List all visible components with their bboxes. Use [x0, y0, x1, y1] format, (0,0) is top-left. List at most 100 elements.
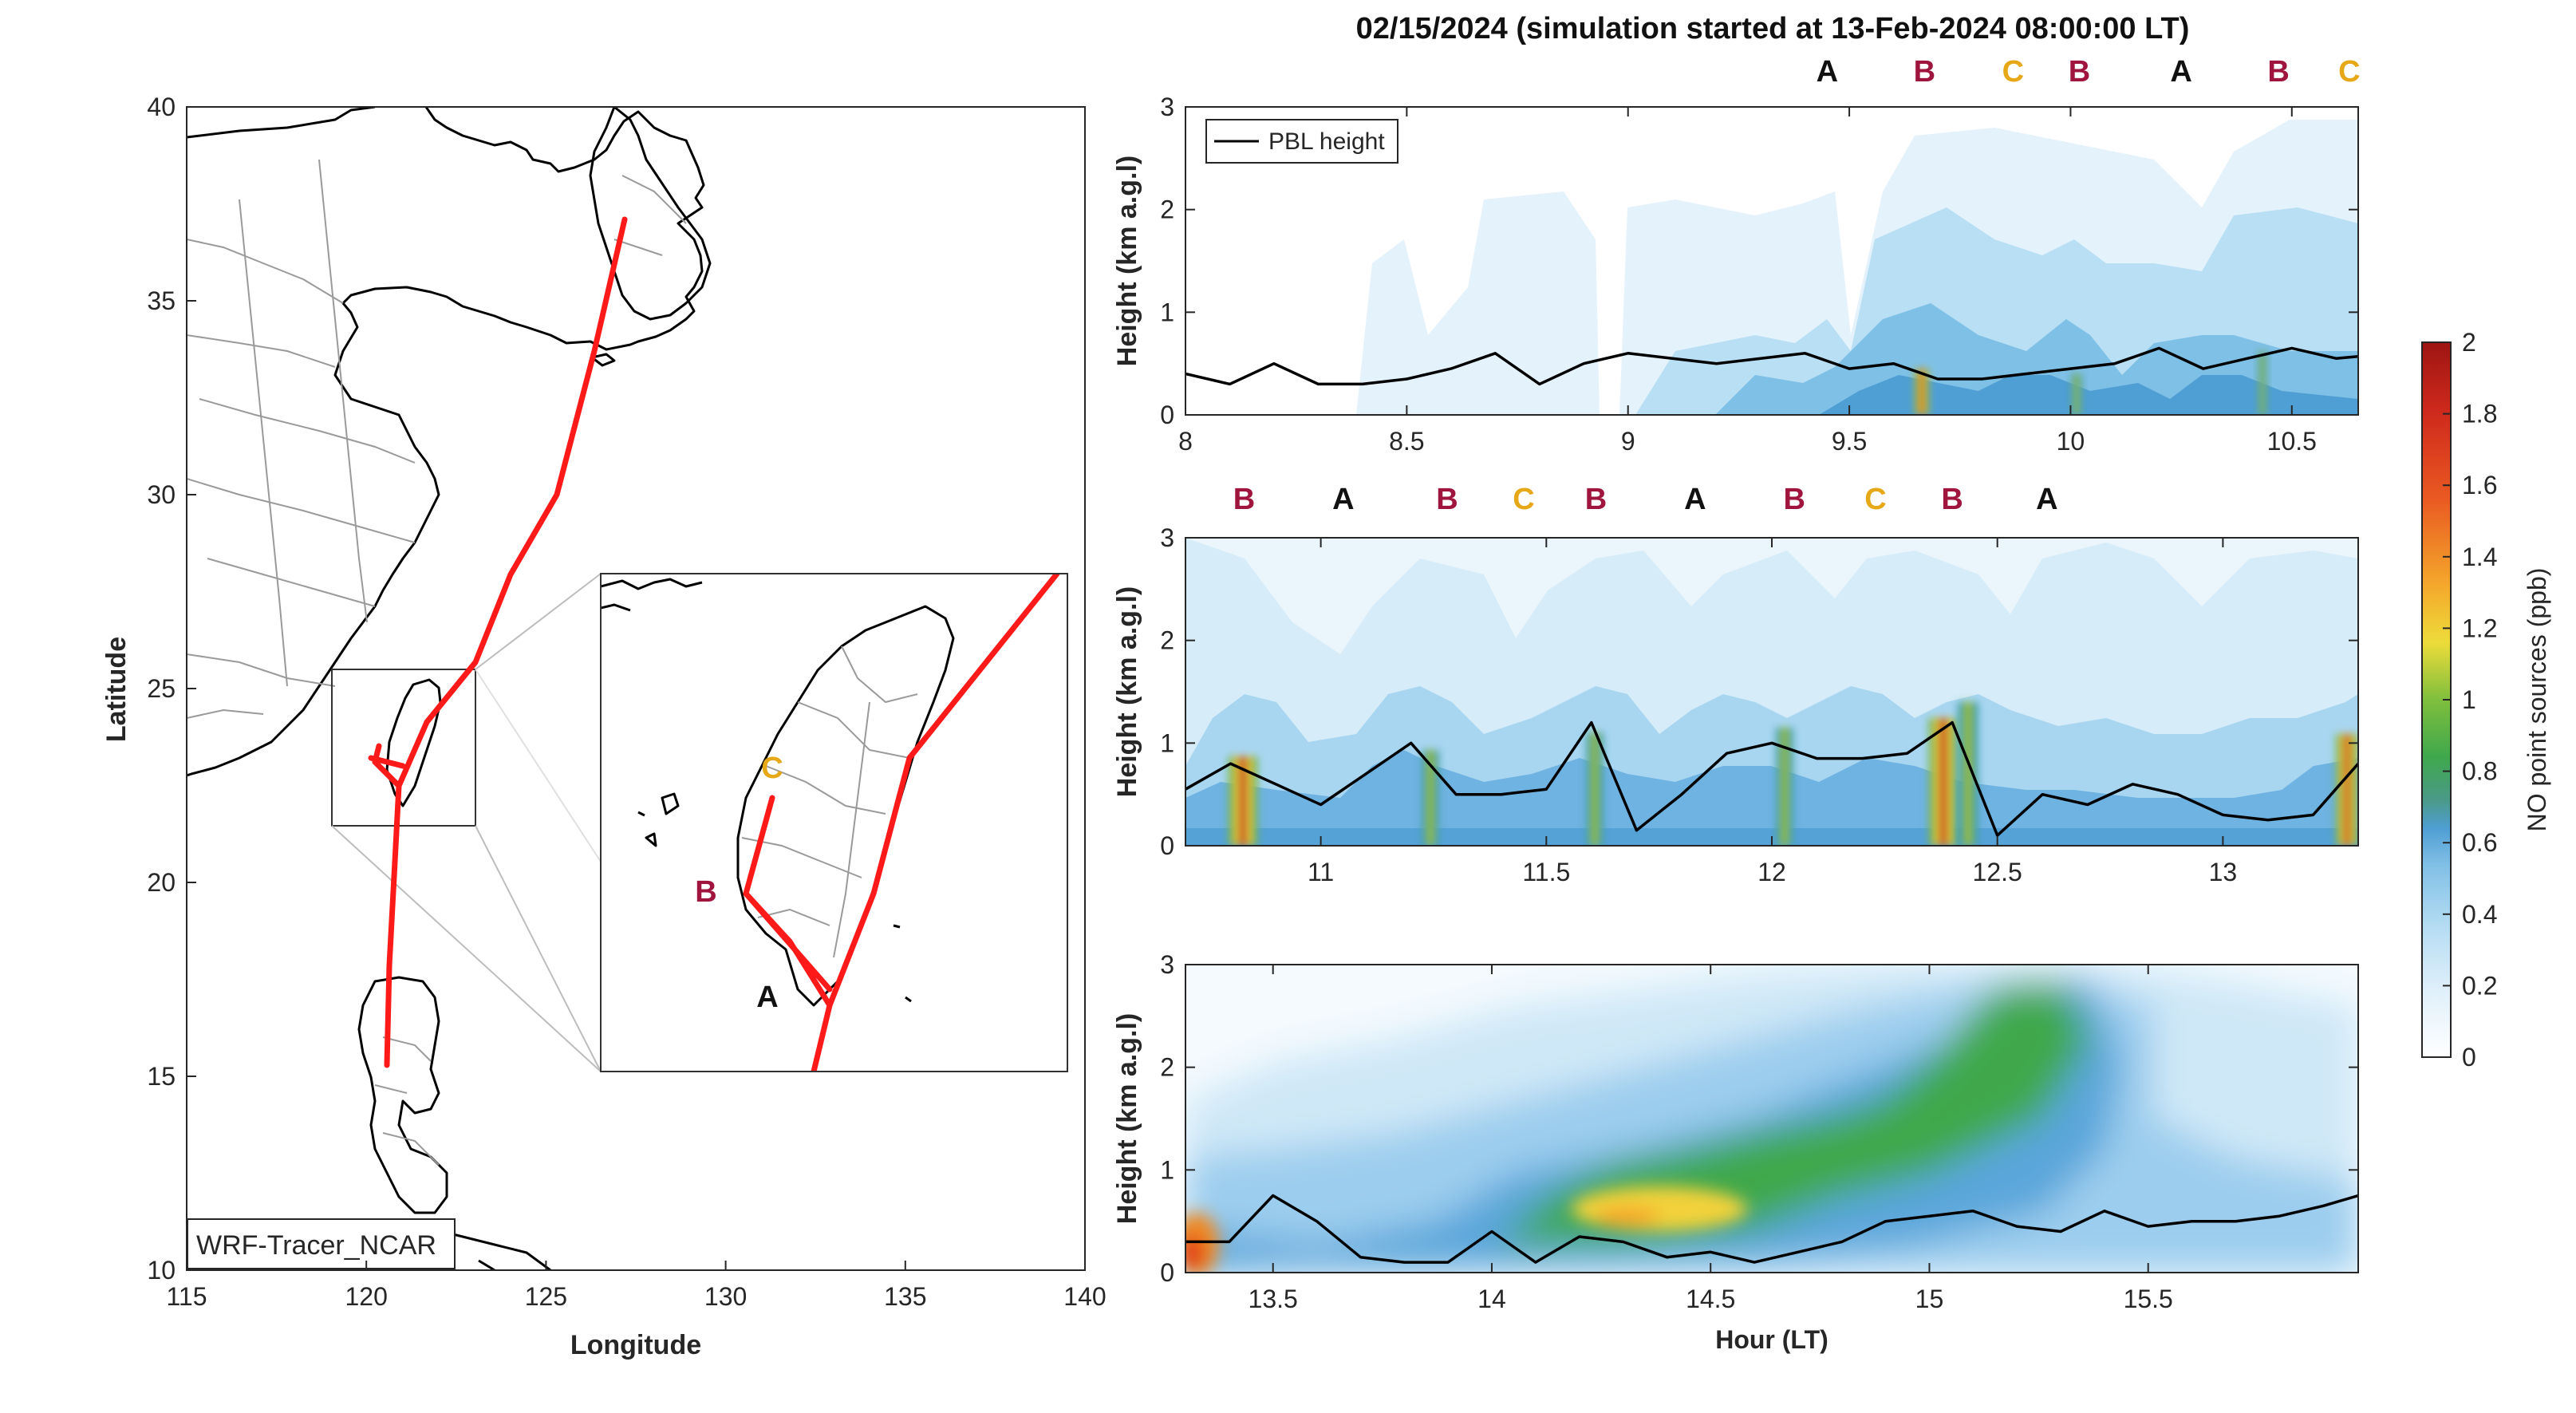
panel3-ytick-label: 3	[1160, 950, 1174, 979]
panel2-ytick-label: 3	[1160, 523, 1174, 552]
colorbar-tick-label: 0.4	[2462, 900, 2497, 929]
panel2-pbl-line	[1185, 720, 2358, 837]
panel2-plume-3	[1586, 732, 1604, 846]
colorbar-tick-label: 1.6	[2462, 471, 2497, 499]
panel1-ytick-label: 0	[1160, 401, 1174, 429]
model-label: WRF-Tracer_NCAR	[196, 1230, 436, 1261]
panel3-ytick-label: 2	[1160, 1053, 1174, 1082]
colorbar-tick-label: 0	[2462, 1043, 2476, 1072]
map-xtick-label: 130	[704, 1282, 747, 1311]
panel3-xtick-label: 15	[1915, 1285, 1944, 1313]
panel1-field-core	[1819, 375, 2358, 415]
colorbar-tick-label: 2	[2462, 328, 2476, 357]
colorbar: 0 0.2 0.4 0.6 0.8 1 1.2 1.4 1.6 1.8 2 NO point sou…	[2421, 328, 2551, 1072]
map-ytick-label: 30	[147, 480, 176, 509]
inset-site-a: A	[756, 981, 778, 1014]
taiwan-coastline	[385, 678, 442, 807]
map-ticks: 115 120 125 130 135 140 10 15 20 25 30 35 40	[147, 93, 1106, 1311]
map-xtick-label: 140	[1063, 1282, 1106, 1311]
panel2-xtick-label: 12	[1757, 858, 1786, 886]
panel2-ytick-label: 2	[1160, 626, 1174, 655]
panel1-ytick-label: 2	[1160, 195, 1174, 224]
panel2-site-marker-b: B	[1585, 483, 1607, 516]
panel2-site-marker-b: B	[1784, 483, 1805, 516]
panel1-xtick-label: 9.5	[1832, 427, 1867, 456]
panel1-xtick-label: 9	[1621, 427, 1635, 456]
province-boundaries	[187, 159, 687, 1166]
colorbar-ticks: 0 0.2 0.4 0.6 0.8 1 1.2 1.4 1.6 1.8 2	[2443, 328, 2497, 1072]
panel1-site-marker-a: A	[2170, 55, 2191, 89]
panel3-ytick-label: 0	[1160, 1258, 1174, 1287]
panel2-xtick-label: 13	[2209, 858, 2238, 886]
panel1-xtick-label: 10	[2057, 427, 2085, 456]
panel2-site-marker-c: C	[1513, 483, 1534, 516]
map-ytick-label: 10	[147, 1256, 176, 1285]
panel1-site-marker-c: C	[2002, 55, 2024, 89]
map-xtick-label: 120	[345, 1282, 388, 1311]
map-ytick-label: 35	[147, 286, 176, 315]
panel2-plume-4	[1776, 728, 1793, 846]
panel-1: 8 8.5 9 9.5 10 10.5 0 1 2 3 A B C B A B C PBL height He…	[1112, 55, 2361, 456]
panel3-pbl-line	[1185, 1194, 2358, 1264]
inset-source-box	[331, 669, 476, 827]
jeju-island	[590, 353, 616, 367]
panel1-xtick-label: 8	[1178, 427, 1193, 456]
panel2-ytick-label: 1	[1160, 728, 1174, 757]
colorbar-tick-label: 0.2	[2462, 971, 2497, 1000]
panel2-plume-5	[1929, 718, 1958, 846]
panel1-site-marker-c: C	[2338, 55, 2360, 89]
panel3-xtick-label: 15.5	[2124, 1285, 2173, 1313]
colorbar-label: NO point sources (ppb)	[2523, 568, 2551, 832]
panel1-xtick-label: 10.5	[2267, 427, 2317, 456]
panel2-site-marker-c: C	[1864, 483, 1886, 516]
flight-track	[368, 216, 628, 1068]
panel1-site-marker-a: A	[1817, 55, 1838, 89]
taiwan-inset: C B A	[600, 573, 1068, 1072]
colorbar-tick-label: 0.6	[2462, 828, 2497, 857]
map-ytick-label: 40	[147, 93, 176, 121]
colorbar-tick-label: 1	[2462, 685, 2476, 714]
map-ytick-label: 15	[147, 1062, 176, 1091]
panel1-site-marker-b: B	[2267, 55, 2289, 89]
figure-title: 02/15/2024 (simulation started at 13-Feb…	[1356, 12, 2190, 45]
panel2-xtick-label: 11	[1308, 858, 1334, 886]
panel2-site-marker-b: B	[1233, 483, 1255, 516]
map-ytick-label: 25	[147, 674, 176, 703]
map-ylabel: Latitude	[101, 637, 132, 742]
panel1-ylabel: Height (km a.g.l)	[1112, 156, 1142, 366]
map-xtick-label: 135	[884, 1282, 926, 1311]
map-xlabel: Longitude	[570, 1330, 701, 1360]
korea-coastline	[589, 107, 712, 321]
panel2-xtick-label: 11.5	[1522, 858, 1570, 886]
map-xtick-label: 115	[166, 1282, 207, 1311]
mainland-coastline	[187, 107, 705, 777]
panel2-ytick-label: 0	[1160, 831, 1174, 860]
colorbar-tick-label: 0.8	[2462, 757, 2497, 786]
colorbar-tick-label: 1.8	[2462, 400, 2497, 428]
inset-site-c: C	[761, 752, 783, 785]
panel1-legend-label: PBL height	[1268, 128, 1385, 155]
panel1-xtick-label: 8.5	[1389, 427, 1424, 456]
panel2-plume-6	[2336, 734, 2358, 846]
panel-3: 13.5 14 14.5 15 15.5 0 1 2 3 Height (km a.g.l) H…	[1112, 950, 2359, 1354]
panel3-xtick-label: 13.5	[1249, 1285, 1298, 1313]
panel2-site-marker-b: B	[1436, 483, 1458, 516]
panel3-ylabel: Height (km a.g.l)	[1112, 1013, 1142, 1224]
map-xtick-label: 125	[525, 1282, 567, 1311]
panel2-site-marker-a: A	[2036, 483, 2057, 516]
inset-flight-track	[743, 574, 1060, 1072]
panel2-plume-1	[1229, 756, 1257, 846]
panel1-ytick-label: 3	[1160, 93, 1174, 121]
panel3-xtick-label: 14.5	[1686, 1285, 1735, 1313]
colorbar-tick-label: 1.4	[2462, 543, 2497, 571]
inset-county-lines	[741, 645, 918, 958]
panel3-xlabel: Hour (LT)	[1715, 1325, 1828, 1354]
colorbar-tick-label: 1.2	[2462, 614, 2497, 642]
panel1-ytick-label: 1	[1160, 298, 1174, 326]
panel1-ticks: 8 8.5 9 9.5 10 10.5 0 1 2 3	[1160, 93, 2358, 456]
panel3-xtick-label: 14	[1477, 1285, 1506, 1313]
